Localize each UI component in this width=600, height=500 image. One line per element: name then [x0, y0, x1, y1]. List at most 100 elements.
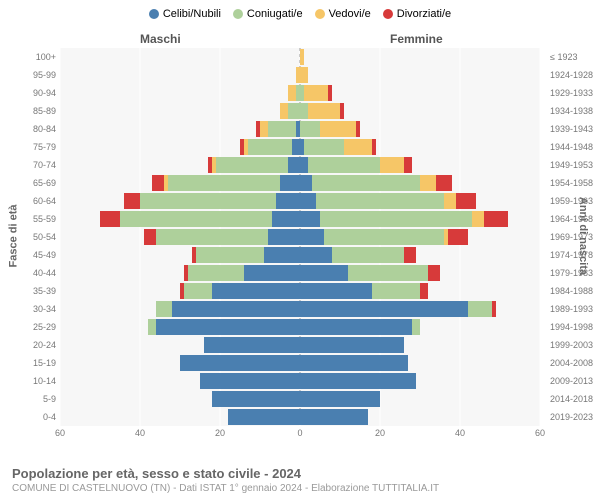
birth-label: 2014-2018 [550, 390, 598, 408]
age-label: 15-19 [8, 354, 56, 372]
pyramid-row [60, 372, 540, 390]
female-bar [300, 301, 540, 317]
bar-segment [324, 229, 444, 245]
birth-label: 2004-2008 [550, 354, 598, 372]
x-tick: 40 [455, 428, 465, 438]
male-bar [60, 193, 300, 209]
female-bar [300, 409, 540, 425]
female-bar [300, 121, 540, 137]
legend-label: Vedovi/e [329, 8, 371, 20]
column-header-male: Maschi [140, 32, 181, 46]
bar-segment [428, 265, 440, 281]
pyramid-row [60, 228, 540, 246]
birth-label: 1944-1948 [550, 138, 598, 156]
bar-segment [148, 319, 156, 335]
bar-segment [124, 193, 140, 209]
bar-segment [280, 175, 300, 191]
bar-segment [404, 157, 412, 173]
pyramid-row [60, 120, 540, 138]
bar-segment [300, 211, 320, 227]
bar-segment [204, 337, 300, 353]
female-bar [300, 139, 540, 155]
bar-segment [228, 409, 300, 425]
bar-segment [196, 247, 264, 263]
bar-segment [484, 211, 508, 227]
birth-label: 2019-2023 [550, 408, 598, 426]
chart-footer: Popolazione per età, sesso e stato civil… [12, 466, 439, 494]
pyramid-row [60, 48, 540, 66]
bar-segment [212, 283, 300, 299]
pyramid-row [60, 390, 540, 408]
female-bar [300, 229, 540, 245]
bar-segment [288, 85, 296, 101]
bar-segment [300, 355, 408, 371]
bar-segment [280, 103, 288, 119]
legend-item: Coniugati/e [233, 8, 303, 20]
birth-label: 1964-1968 [550, 210, 598, 228]
birth-label: 1989-1993 [550, 300, 598, 318]
bar-segment [244, 265, 300, 281]
bar-segment [300, 265, 348, 281]
bar-segment [152, 175, 164, 191]
pyramid-row [60, 318, 540, 336]
bar-segment [288, 157, 300, 173]
male-bar [60, 283, 300, 299]
legend-item: Vedovi/e [315, 8, 371, 20]
bar-segment [312, 175, 420, 191]
age-label: 25-29 [8, 318, 56, 336]
bar-segment [300, 337, 404, 353]
x-tick: 0 [297, 428, 302, 438]
bar-segment [492, 301, 496, 317]
female-bar [300, 247, 540, 263]
birth-label: 2009-2013 [550, 372, 598, 390]
male-bar [60, 103, 300, 119]
birth-label: ≤ 1923 [550, 48, 598, 66]
bar-segment [184, 283, 212, 299]
bar-segment [180, 355, 300, 371]
age-label: 40-44 [8, 264, 56, 282]
pyramid-row [60, 408, 540, 426]
birth-label: 1999-2003 [550, 336, 598, 354]
bar-segment [188, 265, 244, 281]
male-bar [60, 157, 300, 173]
bar-segment [156, 229, 268, 245]
legend-label: Celibi/Nubili [163, 8, 221, 20]
legend-swatch [383, 9, 393, 19]
bar-segment [448, 229, 468, 245]
bar-segment [156, 301, 172, 317]
male-bar [60, 337, 300, 353]
bar-rows [60, 48, 540, 426]
x-tick: 60 [55, 428, 65, 438]
x-tick: 20 [215, 428, 225, 438]
chart-subtitle: COMUNE DI CASTELNUOVO (TN) - Dati ISTAT … [12, 483, 439, 494]
birth-label: 1929-1933 [550, 84, 598, 102]
bar-segment [260, 121, 268, 137]
female-bar [300, 319, 540, 335]
female-bar [300, 175, 540, 191]
bar-segment [472, 211, 484, 227]
bar-segment [308, 157, 380, 173]
bar-segment [328, 85, 332, 101]
male-bar [60, 85, 300, 101]
y-axis-age-labels: 100+95-9990-9485-8980-8475-7970-7465-696… [8, 48, 56, 426]
bar-segment [268, 229, 300, 245]
female-bar [300, 355, 540, 371]
birth-label: 1974-1978 [550, 246, 598, 264]
pyramid-row [60, 300, 540, 318]
legend-swatch [315, 9, 325, 19]
birth-label: 1984-1988 [550, 282, 598, 300]
bar-segment [300, 391, 380, 407]
legend: Celibi/NubiliConiugati/eVedovi/eDivorzia… [0, 0, 600, 24]
pyramid-row [60, 156, 540, 174]
bar-segment [316, 193, 444, 209]
male-bar [60, 247, 300, 263]
birth-label: 1954-1958 [550, 174, 598, 192]
legend-swatch [233, 9, 243, 19]
bar-segment [300, 301, 468, 317]
column-header-female: Femmine [390, 32, 443, 46]
y-axis-birth-labels: ≤ 19231924-19281929-19331934-19381939-19… [550, 48, 598, 426]
pyramid-row [60, 102, 540, 120]
bar-segment [200, 373, 300, 389]
bar-segment [412, 319, 420, 335]
female-bar [300, 67, 540, 83]
